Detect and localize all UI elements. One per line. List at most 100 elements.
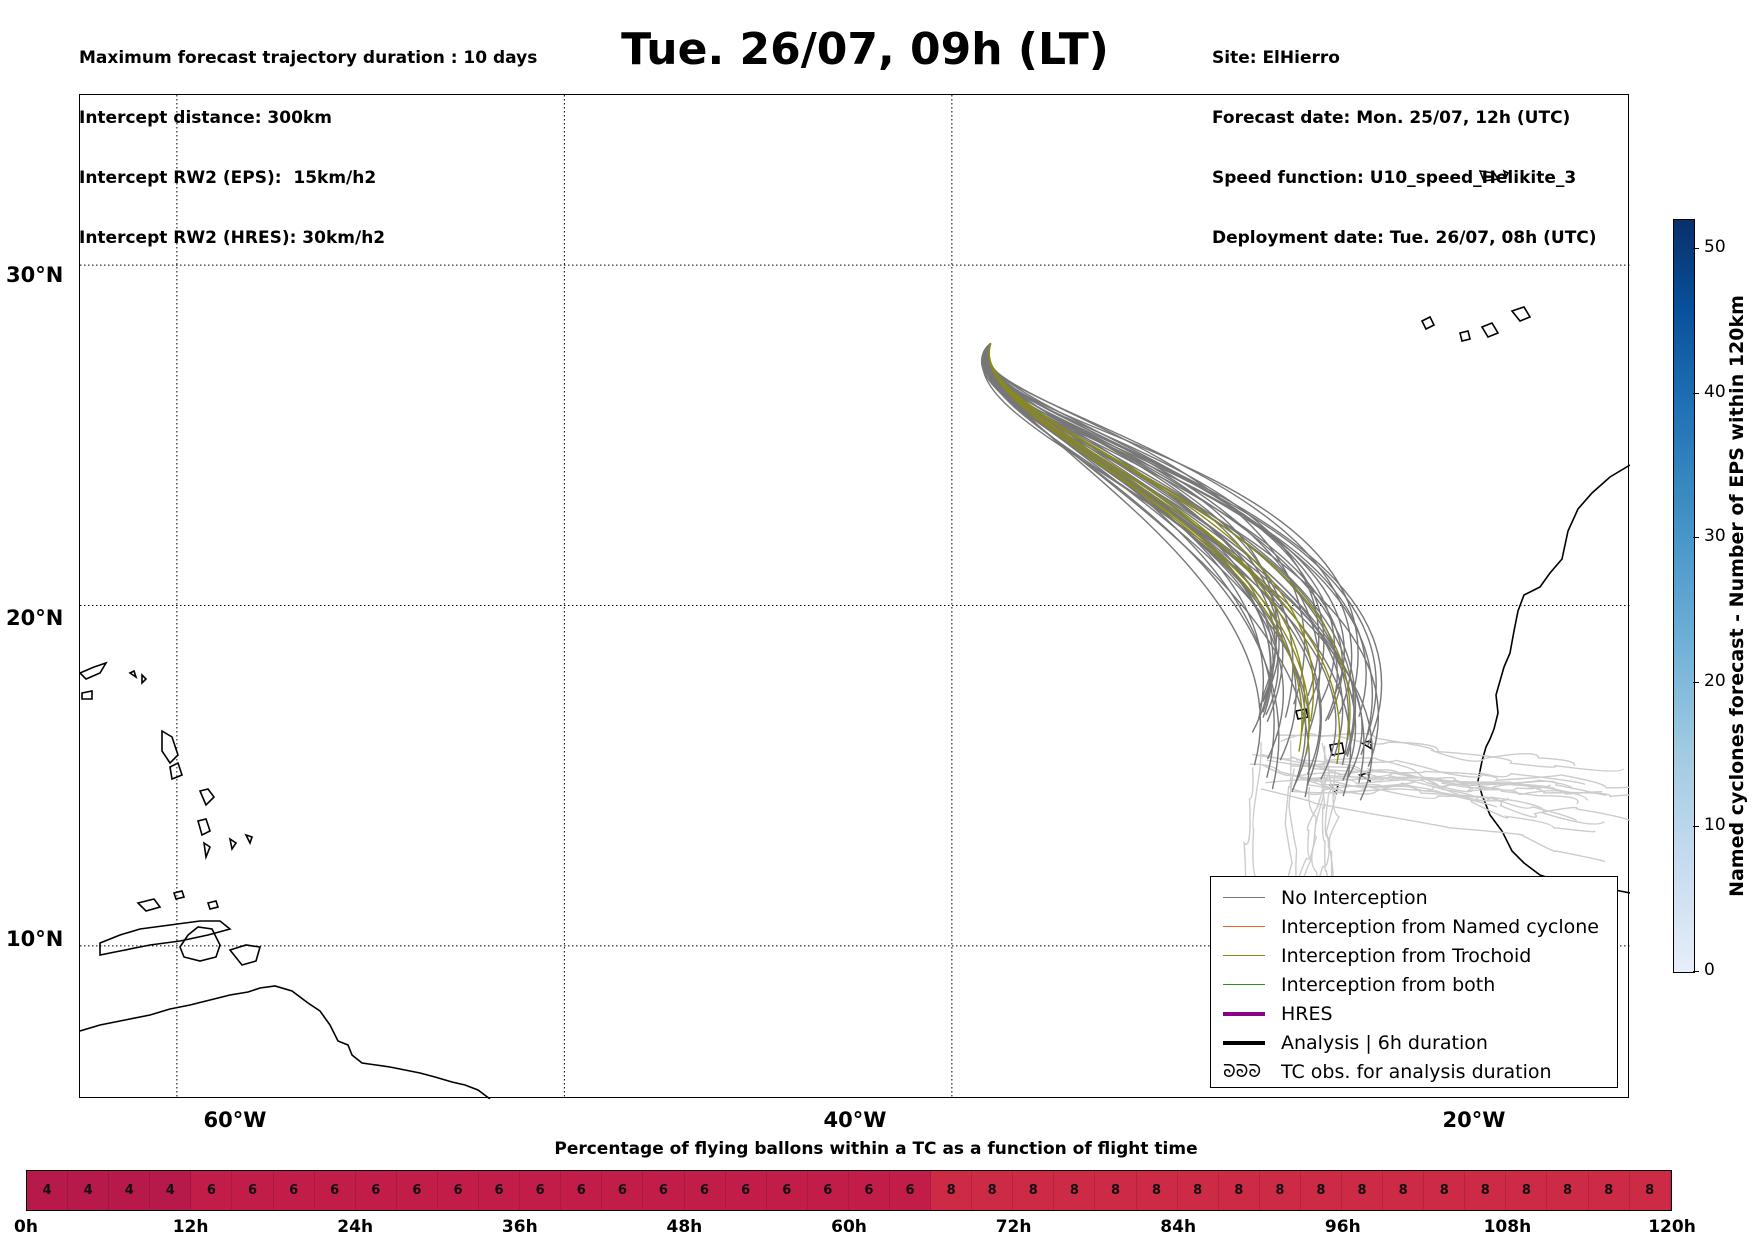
timebar-cell: 6 (191, 1171, 233, 1210)
timebar-cell: 8 (972, 1171, 1014, 1210)
coastline-small-island (128, 669, 138, 679)
coastline-puerto-rico (80, 661, 108, 680)
timebar-cell: 6 (602, 1171, 644, 1210)
legend-item: Interception from both (1217, 970, 1617, 999)
coastline-guyana-islands (228, 944, 262, 966)
timebar-cell: 6 (437, 1171, 480, 1210)
timebar-cell: 8 (1177, 1171, 1219, 1210)
trajectory-line (981, 342, 1274, 718)
coastline-small-island (81, 690, 93, 700)
legend-item: Analysis | 6h duration (1217, 1028, 1617, 1057)
colorbar-tick-label: 50 (1704, 236, 1726, 257)
trajectory-line (982, 343, 1279, 716)
timebar-cell: 8 (1013, 1171, 1055, 1210)
timebar-cell: 8 (1383, 1171, 1425, 1210)
header-line: Site: ElHierro (1212, 48, 1340, 68)
coastline-small-island (141, 673, 148, 685)
timebar-cell: 6 (848, 1171, 890, 1210)
colorbar-tick-mark (1693, 247, 1699, 249)
timebar-cell: 8 (1629, 1171, 1671, 1210)
coastline-martinique (197, 818, 211, 837)
coastline-madeira (1478, 170, 1500, 182)
trajectory-line (983, 343, 1337, 780)
coastline-leeward-islands (161, 729, 179, 765)
trajectory-line (1260, 788, 1606, 863)
coastline-small-island (206, 900, 220, 910)
timebar-cell: 6 (355, 1171, 397, 1210)
timebar-cell: 8 (1465, 1171, 1507, 1210)
colorbar-tick-label: 0 (1704, 960, 1715, 980)
coastline-venezuela-north (99, 920, 232, 956)
colorbar (1673, 219, 1695, 973)
timebar-tick-label: 120h (1648, 1217, 1696, 1237)
header-line: Intercept RW2 (EPS): 15km/h2 (79, 168, 377, 188)
header-line: Maximum forecast trajectory duration : 1… (79, 48, 538, 68)
timebar-cell: 4 (109, 1171, 151, 1210)
trajectory-line (1292, 781, 1589, 801)
timebar-cell: 6 (396, 1171, 438, 1210)
timebar-cell: 8 (1054, 1171, 1096, 1210)
legend-item: Interception from Named cyclone (1217, 912, 1617, 941)
header-line: Forecast date: Mon. 25/07, 12h (UTC) (1212, 108, 1571, 128)
timebar-cell: 8 (1095, 1171, 1137, 1210)
colorbar-tick-mark (1693, 537, 1699, 539)
timebar-tick-label: 108h (1483, 1217, 1532, 1237)
trajectory-line (1311, 777, 1579, 805)
lat-tick-label: 30°N (6, 263, 64, 287)
timebar-tick-label: 96h (1324, 1217, 1361, 1237)
lat-tick-label: 20°N (6, 606, 64, 630)
trajectory-line (988, 343, 1303, 752)
header-line: Speed function: U10_speed_Helikite_3 (1212, 168, 1577, 188)
colorbar-tick-mark (1693, 392, 1699, 394)
page-title: Tue. 26/07, 09h (LT) (621, 24, 1109, 75)
colorbar-tick-label: 30 (1704, 526, 1726, 547)
coastline-west-africa (1477, 464, 1630, 894)
timebar-tick-label: 60h (831, 1217, 867, 1237)
timebar-cell: 6 (643, 1171, 685, 1210)
colorbar-label: Named cyclones forecast - Number of EPS … (1726, 295, 1748, 897)
coastline-barbados (244, 833, 254, 846)
header-info-right: Site: ElHierro Forecast date: Mon. 25/07… (1212, 8, 1597, 268)
trajectory-line (987, 343, 1383, 747)
timebar-cell: 8 (1424, 1171, 1466, 1210)
timebar-cell: 4 (68, 1171, 110, 1210)
timebar-title: Percentage of flying ballons within a TC… (554, 1139, 1198, 1159)
colorbar-tick-mark (1693, 681, 1699, 683)
timebar-cell: 6 (684, 1171, 726, 1210)
timebar-cell: 8 (1136, 1171, 1178, 1210)
trajectory-line (988, 343, 1351, 741)
coastline-cape-verde (1359, 740, 1374, 751)
timebar-cell: 6 (273, 1171, 315, 1210)
timebar-cell: 6 (520, 1171, 562, 1210)
trajectory-line (1265, 776, 1551, 791)
trajectory-line (1298, 769, 1605, 825)
coastline-canary-island (1480, 322, 1500, 338)
legend-label: No Interception (1281, 886, 1428, 909)
coastline-canary-island (1420, 315, 1436, 331)
coastline-canary-island (1459, 330, 1471, 342)
trajectory-line (1275, 734, 1625, 772)
legend-swatch (1223, 897, 1265, 898)
coastline-guadeloupe (198, 788, 216, 807)
timebar-cell: 8 (1342, 1171, 1384, 1210)
colorbar-tick-label: 20 (1704, 670, 1726, 691)
legend-swatch (1223, 1040, 1265, 1045)
colorbar-tick-label: 40 (1704, 381, 1726, 402)
timebar-cell: 6 (314, 1171, 356, 1210)
legend-swatch (1223, 955, 1265, 956)
legend-swatch (1223, 1011, 1265, 1016)
legend-swatch (1223, 926, 1265, 927)
trajectory-line (1291, 765, 1607, 797)
timebar-cell: 4 (150, 1171, 192, 1210)
trajectory-line (983, 343, 1377, 736)
coastline-st-lucia (202, 841, 211, 861)
lon-tick-label: 20°W (1442, 1108, 1506, 1132)
timebar-cell: 4 (27, 1171, 69, 1210)
legend-label: Analysis | 6h duration (1281, 1031, 1488, 1054)
timebar-tick-label: 48h (666, 1217, 703, 1237)
timebar-cell: 6 (232, 1171, 274, 1210)
coastline-small-island (228, 837, 238, 852)
header-line: Deployment date: Tue. 26/07, 08h (UTC) (1212, 228, 1597, 248)
timebar-cell: 8 (1506, 1171, 1548, 1210)
